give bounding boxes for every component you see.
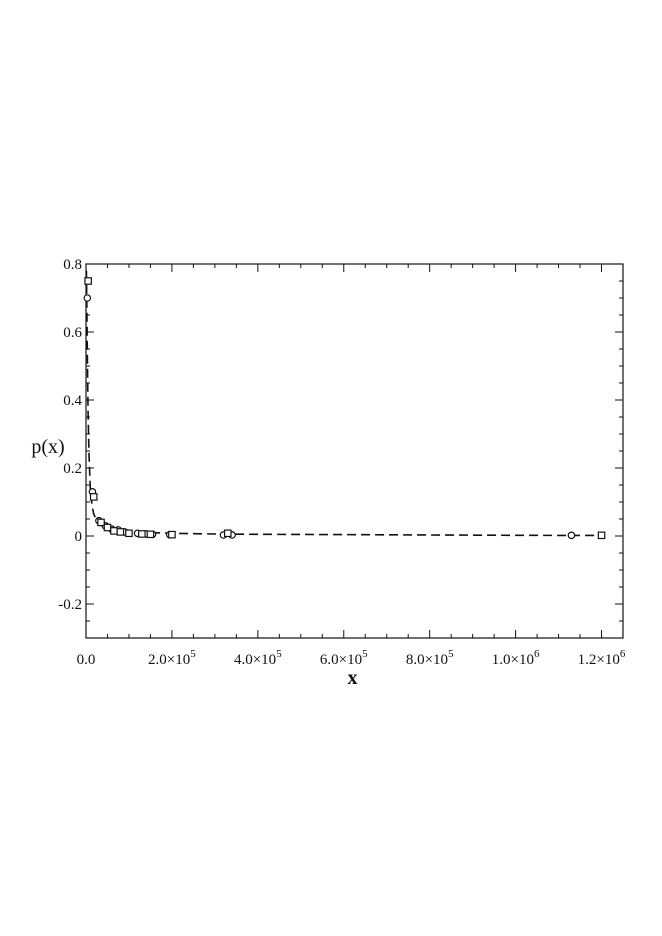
fit-curve-dashed <box>85 270 602 537</box>
x-tick-label: 1.2×106 <box>578 648 626 668</box>
square-point <box>116 528 125 536</box>
square-point <box>103 523 112 532</box>
square-point <box>84 277 92 285</box>
plot-frame <box>85 263 624 639</box>
square-point <box>223 529 232 538</box>
x-tick-label: 1.0×106 <box>492 648 540 668</box>
circle-point <box>83 294 92 302</box>
x-tick-label: 6.0×105 <box>320 648 368 668</box>
square-point <box>146 530 155 539</box>
y-axis-title: p(x) <box>31 436 64 458</box>
y-tick-label: 0.6 <box>63 325 82 341</box>
square-point <box>97 518 105 527</box>
x-tick-label: 4.0×105 <box>234 648 282 668</box>
y-tick-label: 0.4 <box>63 393 82 409</box>
y-tick-label: -0.2 <box>58 597 82 613</box>
square-point <box>597 531 606 540</box>
y-tick-label: 0.2 <box>63 461 82 477</box>
square-point <box>138 530 146 538</box>
square-point <box>125 529 133 538</box>
square-point <box>89 493 98 501</box>
tick-labels: 0.0 2.0×105 4.0×105 6.0×105 8.0×105 1.0×106 1.… <box>58 257 626 668</box>
circle-point <box>567 531 576 540</box>
square-point <box>110 527 118 535</box>
plot-border <box>85 263 624 639</box>
x-tick-label: 2.0×105 <box>148 648 196 668</box>
x-axis-title: x <box>348 667 358 689</box>
x-tick-label: 8.0×105 <box>406 648 454 668</box>
data-series <box>83 270 606 540</box>
axis-ticks <box>85 263 624 639</box>
y-tick-label: 0.8 <box>63 257 82 273</box>
square-point <box>168 530 176 539</box>
y-tick-label: 0 <box>75 529 83 545</box>
x-tick-label: 0.0 <box>77 652 96 668</box>
